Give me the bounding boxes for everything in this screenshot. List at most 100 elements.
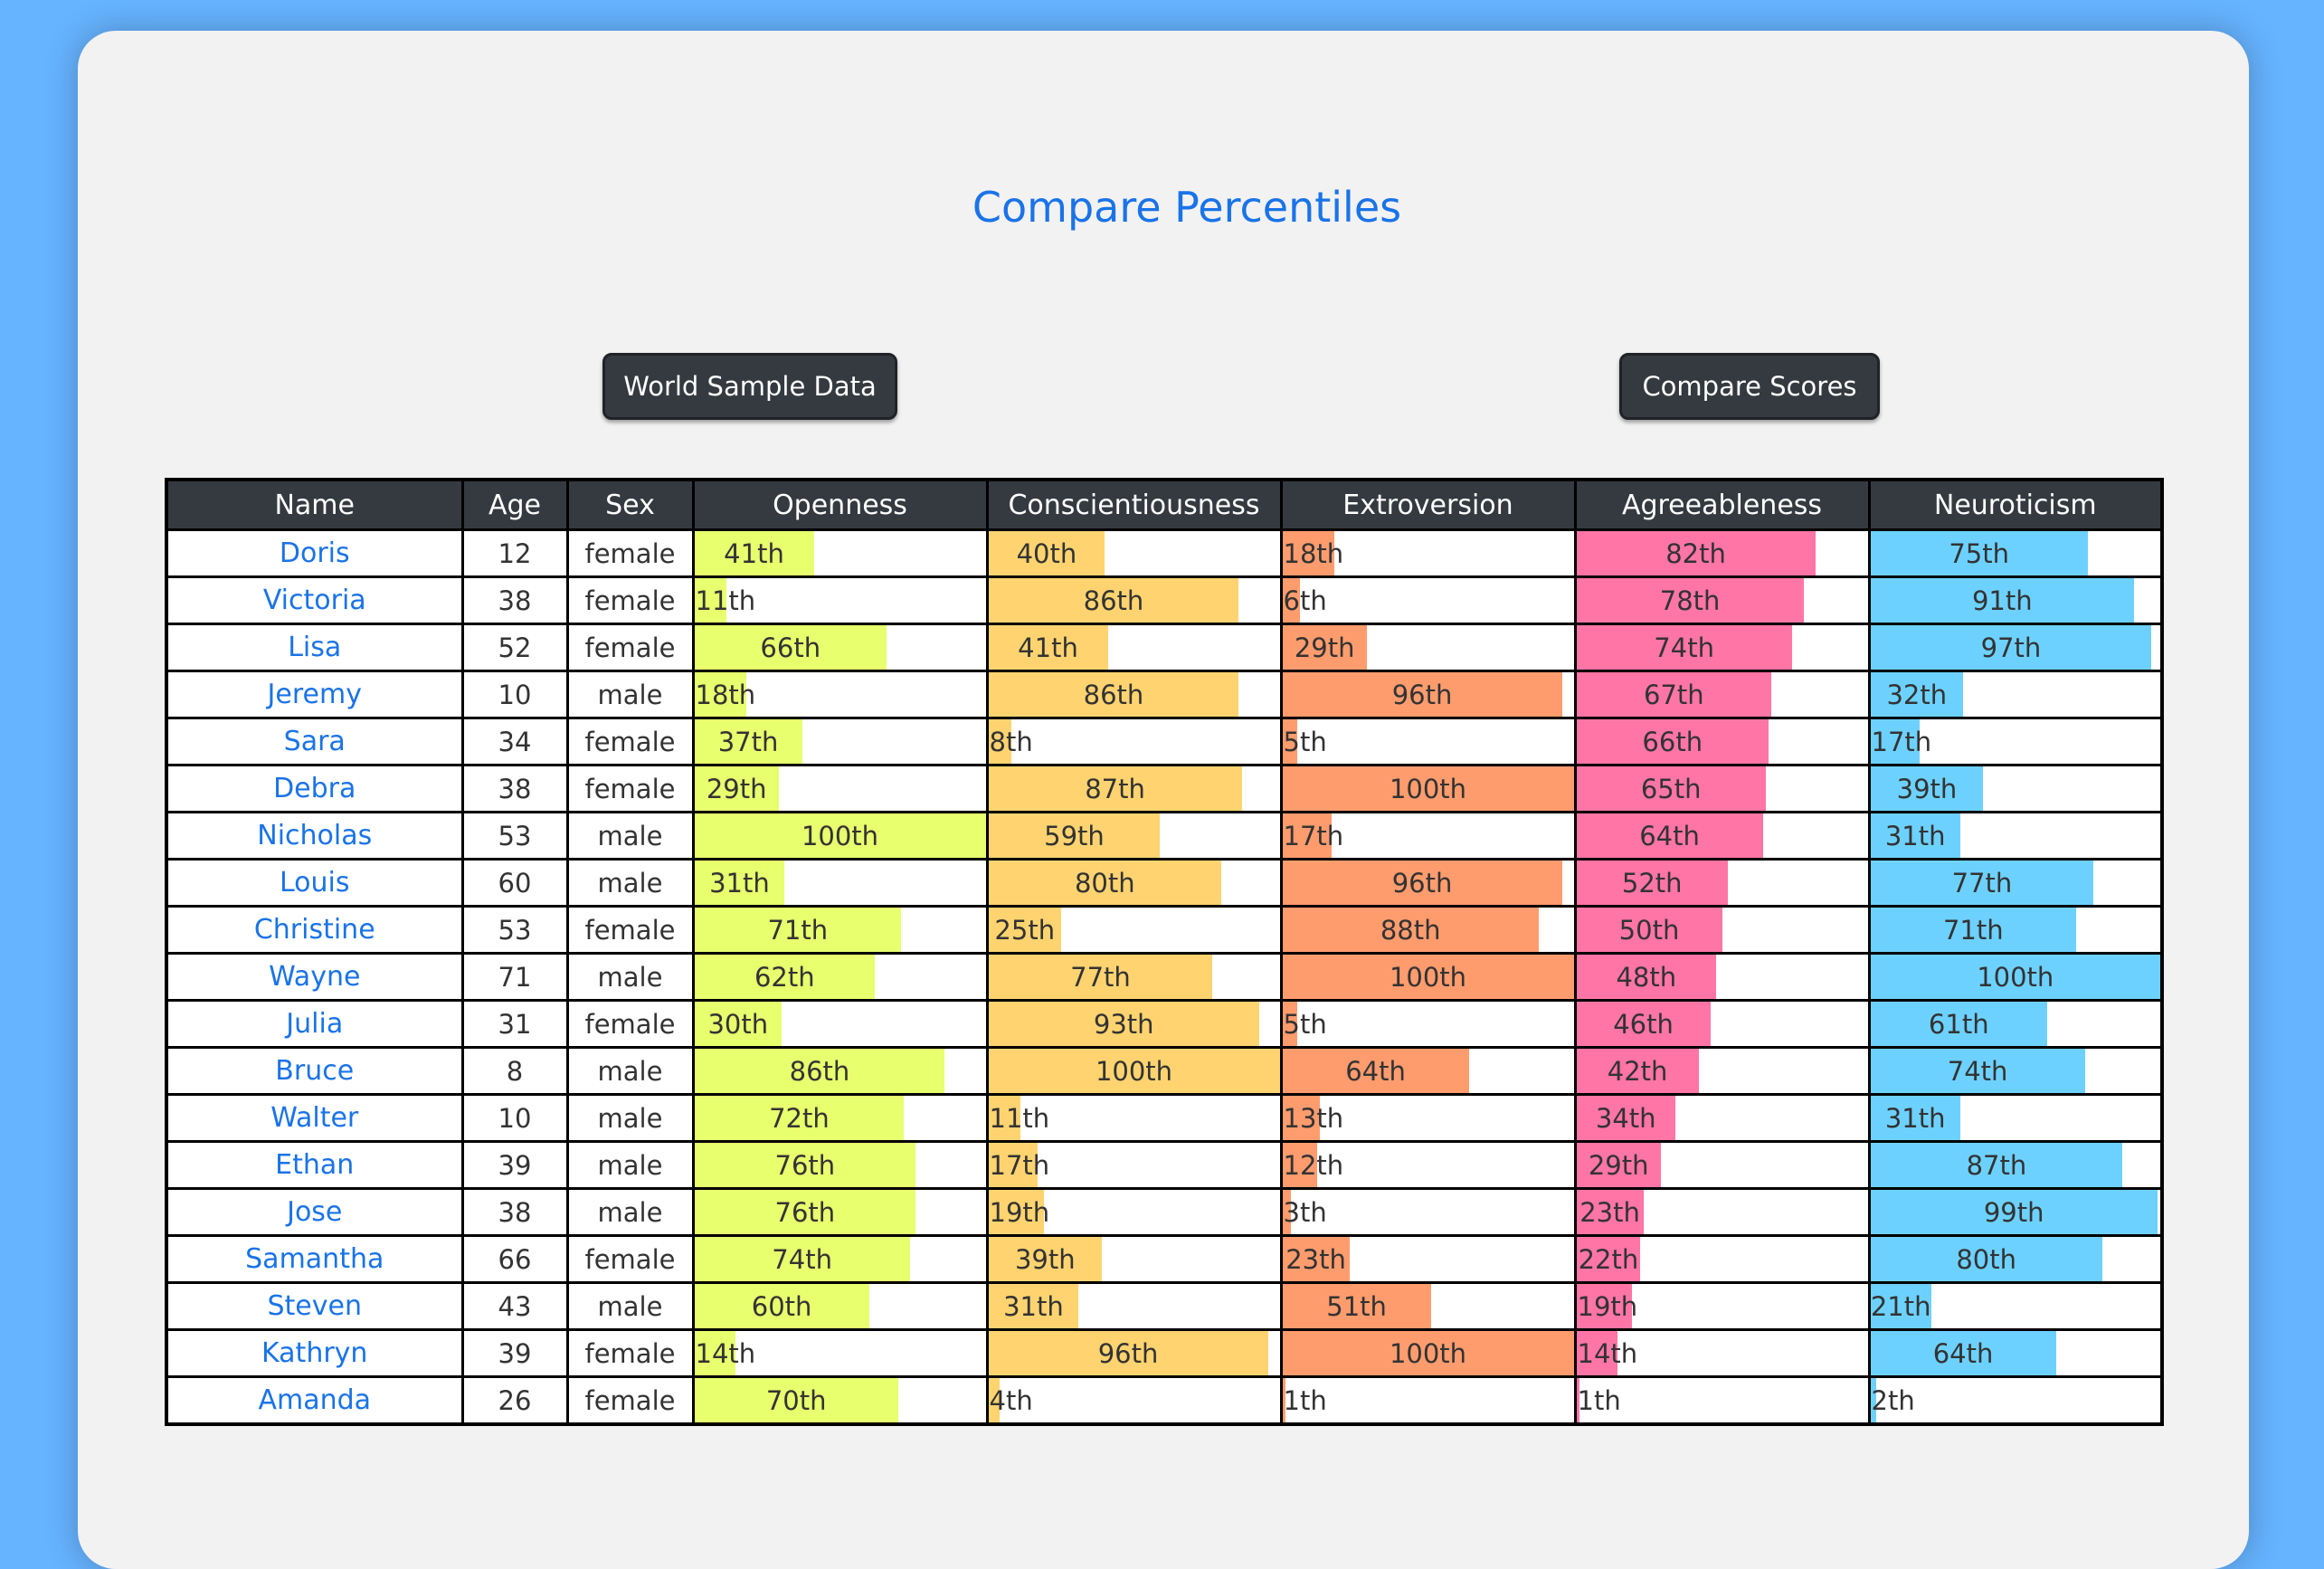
agreeableness-cell: 42th — [1573, 1046, 1871, 1096]
sex-cell: male — [565, 1281, 695, 1331]
person-name-link[interactable]: Jose — [287, 1196, 343, 1228]
extroversion-percentile-label: 13th — [1283, 1102, 1344, 1134]
column-header-extroversion[interactable]: Extroversion — [1279, 478, 1577, 531]
conscientiousness-percentile-label: 59th — [1044, 820, 1105, 851]
extroversion-cell: 13th — [1279, 1093, 1577, 1143]
conscientiousness-percentile-bar — [988, 1143, 1039, 1187]
openness-percentile-bar — [694, 531, 814, 575]
sex-cell: female — [565, 717, 695, 766]
sex-cell: female — [565, 623, 695, 672]
agreeableness-percentile-label: 74th — [1654, 632, 1714, 663]
conscientiousness-percentile-bar — [988, 1049, 1280, 1093]
conscientiousness-percentile-label: 31th — [1003, 1290, 1064, 1322]
conscientiousness-cell: 11th — [985, 1093, 1283, 1143]
age-cell: 10 — [460, 1093, 569, 1143]
openness-percentile-label: 60th — [751, 1290, 812, 1322]
extroversion-percentile-label: 100th — [1389, 961, 1467, 993]
conscientiousness-percentile-label: 77th — [1070, 961, 1131, 993]
person-name-link[interactable]: Amanda — [258, 1384, 372, 1416]
sex-cell: male — [565, 1046, 695, 1096]
person-name-link[interactable]: Doris — [279, 537, 350, 569]
conscientiousness-cell: 25th — [985, 905, 1283, 955]
age-cell: 26 — [460, 1375, 569, 1426]
person-name-link[interactable]: Steven — [267, 1290, 363, 1322]
neuroticism-percentile-label: 61th — [1928, 1008, 1989, 1040]
person-name-link[interactable]: Samantha — [245, 1243, 384, 1275]
extroversion-percentile-label: 1th — [1283, 1384, 1327, 1416]
conscientiousness-percentile-label: 40th — [1016, 537, 1077, 569]
person-name-link[interactable]: Lisa — [288, 632, 342, 663]
column-header-name[interactable]: Name — [165, 478, 464, 531]
openness-percentile-label: 30th — [707, 1008, 769, 1040]
person-name-link[interactable]: Kathryn — [261, 1337, 368, 1369]
openness-percentile-label: 76th — [774, 1149, 836, 1181]
neuroticism-percentile-label: 75th — [1949, 537, 2010, 569]
name-cell: Debra — [165, 764, 464, 813]
agreeableness-percentile-bar — [1576, 1096, 1675, 1140]
person-name-link[interactable]: Julia — [286, 1008, 344, 1040]
person-name-link[interactable]: Jeremy — [267, 679, 362, 710]
age-cell: 71 — [460, 952, 569, 1002]
column-header-agreeableness[interactable]: Agreeableness — [1573, 478, 1871, 531]
neuroticism-percentile-label: 80th — [1956, 1243, 2017, 1275]
table-row: Bruce 8 male 86th 100th 64th 42th 74th — [165, 1046, 2164, 1096]
neuroticism-percentile-bar — [1870, 1237, 2102, 1281]
person-name-link[interactable]: Victoria — [262, 585, 366, 616]
extroversion-percentile-bar — [1282, 1002, 1297, 1046]
agreeableness-cell: 29th — [1573, 1140, 1871, 1190]
conscientiousness-percentile-label: 39th — [1014, 1243, 1076, 1275]
agreeableness-percentile-bar — [1576, 719, 1769, 764]
table-row: Lisa 52 female 66th 41th 29th 74th 97th — [165, 623, 2164, 672]
name-cell: Victoria — [165, 575, 464, 625]
openness-cell: 100th — [691, 811, 989, 861]
conscientiousness-percentile-bar — [988, 861, 1222, 905]
conscientiousness-cell: 86th — [985, 575, 1283, 625]
extroversion-cell: 64th — [1279, 1046, 1577, 1096]
person-name-link[interactable]: Walter — [270, 1102, 359, 1134]
person-name-link[interactable]: Bruce — [275, 1055, 355, 1087]
compare-scores-button[interactable]: Compare Scores — [1619, 353, 1880, 420]
person-name-link[interactable]: Louis — [279, 867, 350, 899]
column-header-sex[interactable]: Sex — [565, 478, 695, 531]
openness-cell: 29th — [691, 764, 989, 813]
conscientiousness-percentile-label: 100th — [1095, 1055, 1173, 1087]
world-sample-data-button[interactable]: World Sample Data — [602, 353, 897, 420]
agreeableness-percentile-bar — [1576, 1143, 1661, 1187]
person-name-link[interactable]: Christine — [253, 914, 375, 946]
conscientiousness-percentile-label: 25th — [994, 914, 1056, 946]
person-name-link[interactable]: Wayne — [269, 961, 361, 993]
extroversion-cell: 6th — [1279, 575, 1577, 625]
sex-cell: female — [565, 905, 695, 955]
extroversion-percentile-bar — [1282, 1143, 1318, 1187]
neuroticism-cell: 31th — [1867, 811, 2164, 861]
extroversion-percentile-label: 51th — [1326, 1290, 1387, 1322]
column-header-age[interactable]: Age — [460, 478, 569, 531]
conscientiousness-percentile-bar — [988, 1378, 1001, 1422]
sex-cell: male — [565, 952, 695, 1002]
neuroticism-cell: 17th — [1867, 717, 2164, 766]
sex-cell: female — [565, 528, 695, 578]
agreeableness-percentile-bar — [1576, 625, 1792, 670]
agreeableness-percentile-label: 48th — [1616, 961, 1677, 993]
table-row: Samantha 66 female 74th 39th 23th 22th 80th — [165, 1234, 2164, 1284]
conscientiousness-percentile-bar — [988, 578, 1239, 623]
neuroticism-percentile-label: 17th — [1871, 726, 1932, 757]
person-name-link[interactable]: Sara — [283, 726, 346, 757]
percentile-table: Name Age Sex Openness Conscientiousness … — [165, 478, 2164, 1426]
person-name-link[interactable]: Ethan — [275, 1149, 355, 1181]
name-cell: Ethan — [165, 1140, 464, 1190]
extroversion-percentile-bar — [1282, 1284, 1431, 1328]
openness-cell: 31th — [691, 858, 989, 908]
extroversion-percentile-bar — [1282, 1096, 1321, 1140]
openness-percentile-bar — [694, 861, 785, 905]
column-header-conscientiousness[interactable]: Conscientiousness — [985, 478, 1283, 531]
person-name-link[interactable]: Debra — [273, 773, 356, 804]
extroversion-percentile-label: 23th — [1285, 1243, 1346, 1275]
agreeableness-cell: 64th — [1573, 811, 1871, 861]
agreeableness-percentile-label: 78th — [1659, 585, 1721, 616]
person-name-link[interactable]: Nicholas — [257, 820, 373, 851]
column-header-neuroticism[interactable]: Neuroticism — [1867, 478, 2164, 531]
column-header-openness[interactable]: Openness — [691, 478, 989, 531]
conscientiousness-percentile-bar — [988, 1002, 1259, 1046]
extroversion-percentile-label: 5th — [1283, 726, 1327, 757]
